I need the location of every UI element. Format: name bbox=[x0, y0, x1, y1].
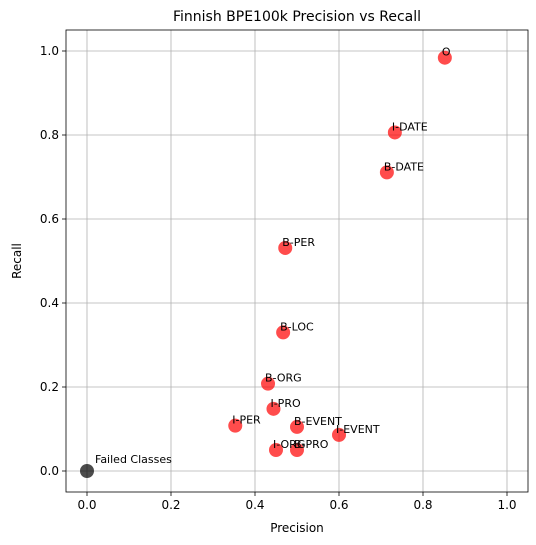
data-point bbox=[228, 418, 243, 433]
x-tick-label: 0.4 bbox=[245, 498, 264, 512]
x-tick-label: 0.8 bbox=[413, 498, 432, 512]
data-point bbox=[290, 419, 304, 434]
data-point bbox=[437, 50, 452, 65]
y-tick-label: 0.2 bbox=[40, 380, 59, 394]
data-point bbox=[278, 240, 293, 255]
data-point bbox=[269, 443, 283, 457]
x-tick-label: 0.2 bbox=[161, 498, 180, 512]
x-axis-label: Precision bbox=[270, 521, 324, 535]
point-label: I-PER bbox=[232, 414, 261, 427]
point-label: B-PRO bbox=[294, 438, 329, 451]
point-label: B-DATE bbox=[384, 160, 424, 173]
point-label: I-ORG bbox=[273, 438, 305, 451]
point-label: B-EVENT bbox=[294, 415, 342, 428]
point-label: O bbox=[442, 46, 451, 59]
data-point bbox=[266, 401, 281, 416]
point-label: I-EVENT bbox=[336, 423, 380, 436]
point-label: B-ORG bbox=[265, 372, 302, 385]
x-tick-label: 0.6 bbox=[329, 498, 348, 512]
x-tick-label: 0.0 bbox=[77, 498, 96, 512]
point-label: B-PER bbox=[282, 236, 315, 249]
data-point bbox=[332, 427, 346, 442]
failed-classes-label: Failed Classes bbox=[95, 453, 172, 466]
failed-classes-point bbox=[80, 464, 94, 478]
y-tick-label: 0.4 bbox=[40, 296, 59, 310]
y-tick-label: 0.0 bbox=[40, 464, 59, 478]
chart-title: Finnish BPE100k Precision vs Recall bbox=[173, 9, 421, 25]
point-label: I-PRO bbox=[270, 397, 300, 410]
plot-frame bbox=[65, 29, 529, 493]
data-point bbox=[276, 325, 291, 340]
data-point bbox=[290, 443, 304, 457]
point-label: I-DATE bbox=[392, 120, 428, 133]
grid bbox=[66, 30, 528, 492]
point-labels: O I-DATE B-DATE B-PER B-LOC B-ORG I-PRO B-EVENT… bbox=[95, 46, 451, 466]
y-tick-label: 1.0 bbox=[40, 44, 59, 58]
data-point bbox=[379, 165, 394, 180]
axis-ticks: 0.0 0.2 0.4 0.6 0.8 1.0 0.0 0.2 0.4 0.6 0.8 1.0 bbox=[40, 44, 517, 512]
y-tick-label: 0.8 bbox=[40, 128, 59, 142]
data-point bbox=[261, 376, 276, 391]
y-tick-label: 0.6 bbox=[40, 212, 59, 226]
data-points bbox=[80, 50, 452, 478]
x-tick-label: 1.0 bbox=[497, 498, 516, 512]
point-label: B-LOC bbox=[280, 320, 314, 333]
data-point bbox=[387, 125, 402, 140]
y-axis-label: Recall bbox=[10, 243, 24, 279]
